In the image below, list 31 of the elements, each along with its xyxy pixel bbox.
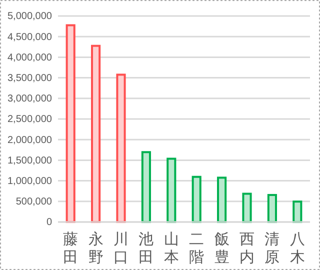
x-tick-label: 清原: [264, 230, 280, 266]
x-tick-label: 永野: [88, 230, 104, 266]
y-tick-label: 3,000,000: [8, 94, 52, 105]
bar: [192, 176, 202, 223]
x-tick-label: 西内: [240, 230, 254, 266]
bar: [217, 176, 227, 223]
x-tick-label: 川口: [114, 230, 128, 266]
y-tick-label: 4,000,000: [8, 52, 52, 64]
x-tick-label: 八木: [290, 230, 305, 266]
x-tick-label: 池田: [138, 230, 154, 266]
bar: [116, 74, 126, 223]
y-tick-label: 1,000,000: [8, 176, 52, 187]
bar: [242, 192, 252, 223]
y-tick-label: 3,500,000: [8, 73, 52, 84]
bar: [166, 158, 176, 223]
bar: [141, 151, 151, 223]
bar: [91, 44, 101, 223]
y-tick-label: 2,500,000: [8, 114, 52, 126]
x-tick-label: 山本: [164, 230, 179, 266]
y-tick-label: 1,500,000: [8, 155, 52, 166]
y-tick-label: 4,500,000: [8, 32, 52, 43]
bar: [292, 200, 302, 223]
y-tick-label: 2,000,000: [8, 134, 52, 146]
x-tick-label: 二階: [189, 230, 204, 266]
bar: [66, 24, 76, 223]
y-tick-label: 0: [46, 217, 52, 228]
x-tick-label: 飯豊: [214, 230, 230, 266]
bar: [267, 194, 277, 223]
x-tick-label: 藤田: [63, 230, 78, 266]
y-tick-label: 500,000: [16, 196, 52, 208]
y-tick-label: 5,000,000: [8, 11, 52, 22]
